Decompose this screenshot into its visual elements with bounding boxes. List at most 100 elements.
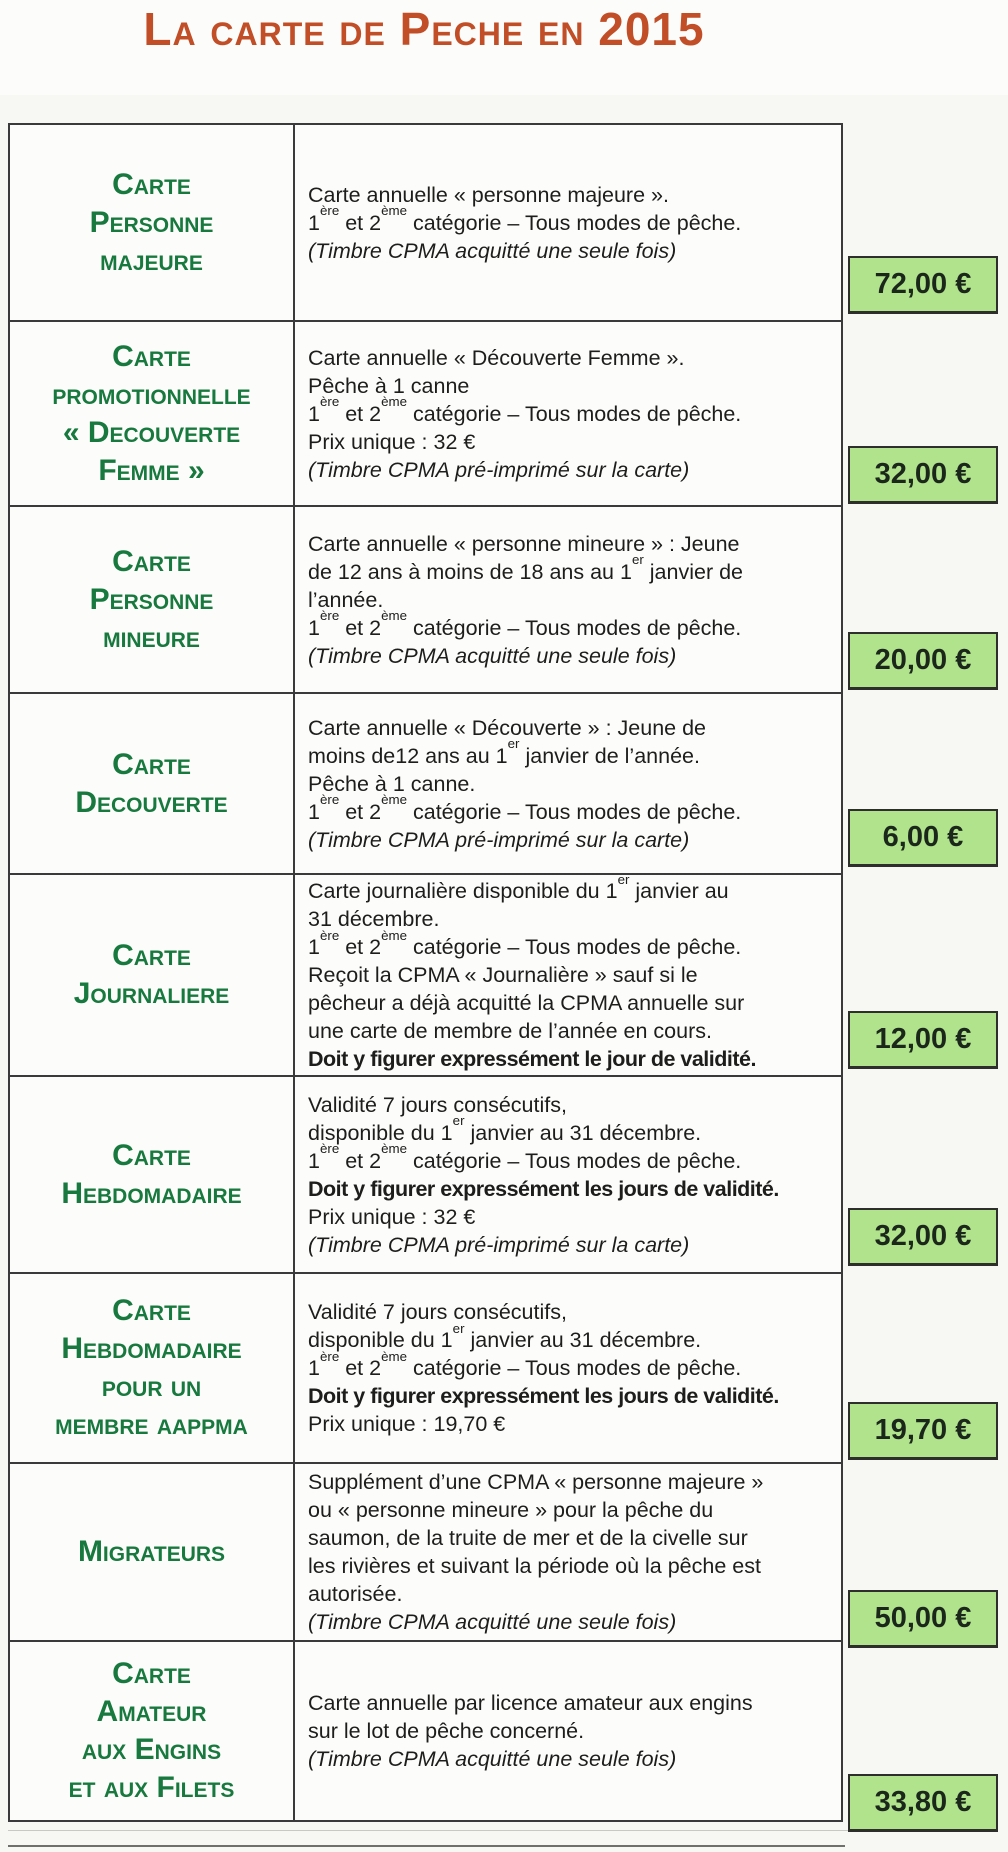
price-badge: 19,70 € <box>848 1402 998 1460</box>
scan-artifact-line <box>8 1830 998 1831</box>
price-badge: 32,00 € <box>848 446 998 504</box>
card-name-line: aux Engins <box>81 1733 222 1766</box>
card-description-cell: Carte annuelle « personne mineure » : Je… <box>295 507 841 692</box>
card-description-line: sur le lot de pêche concerné. <box>308 1719 585 1743</box>
card-description-line: Carte journalière disponible du 1er janv… <box>308 871 729 903</box>
card-name-cell: Carte Personne majeure <box>10 125 295 320</box>
card-description-cell: Carte annuelle « Découverte Femme ». Pêch… <box>295 322 841 505</box>
card-description-line: Reçoit la CPMA « Journalière » sauf si l… <box>308 963 698 987</box>
card-name-line: Carte <box>112 167 191 201</box>
card-description-cell: Supplément d’une CPMA « personne majeure… <box>295 1464 841 1640</box>
card-name-line: Carte <box>112 339 191 373</box>
card-name-line: Personne <box>89 582 214 616</box>
card-name-cell: Carte Hebdomadaire <box>10 1077 295 1272</box>
table-row: Carte Amateur aux Engins et aux Filets Carte… <box>10 1640 998 1832</box>
card-name-line: Personne <box>89 205 214 239</box>
card-name-line: mineure <box>103 620 200 654</box>
card-description-cell: Carte journalière disponible du 1er janv… <box>295 871 841 1075</box>
card-name-line: membre aappma <box>55 1408 248 1441</box>
card-name-line: Hebdomadaire <box>61 1332 242 1365</box>
card-description-line: disponible du 1er janvier au 31 décembre… <box>308 1320 702 1352</box>
card-description-line: moins de12 ans au 1er janvier de l’année… <box>308 736 700 768</box>
card-name-cell: Carte Amateur aux Engins et aux Filets <box>10 1642 295 1820</box>
card-name-cell: Carte Personne mineure <box>10 507 295 692</box>
card-description-line: disponible du 1er janvier au 31 décembre… <box>308 1113 702 1145</box>
card-description-line: Carte annuelle « personne mineure » : Je… <box>308 531 740 556</box>
price-badge: 72,00 € <box>848 256 998 314</box>
card-description-line: l’année. <box>308 587 384 612</box>
card-description-cell: Carte annuelle par licence amateur aux e… <box>295 1642 841 1820</box>
card-name-line: Journaliere <box>73 977 230 1010</box>
card-name-line: Carte <box>112 747 191 781</box>
card-description-cell: Carte annuelle « personne majeure ». 1ère… <box>295 125 841 320</box>
price-badge: 6,00 € <box>848 809 998 867</box>
price-badge: 33,80 € <box>848 1774 998 1832</box>
card-name-line: pour un <box>101 1370 202 1403</box>
card-description-line: 1ère et 2ème catégorie – Tous modes de p… <box>308 927 742 959</box>
card-description-line: (Timbre CPMA pré-imprimé sur la carte) <box>308 1232 690 1257</box>
card-description-line: 1ère et 2ème catégorie – Tous modes de p… <box>308 203 742 235</box>
card-description-line: (Timbre CPMA acquitté une seule fois) <box>308 1610 677 1634</box>
card-description-line: (Timbre CPMA acquitté une seule fois) <box>308 238 677 263</box>
page-title: La carte de Peche en 2015 <box>143 3 705 55</box>
price-table: Carte Personne majeure Carte annuelle « per… <box>8 123 998 1832</box>
table-row: Carte Decouverte Carte annuelle « Découver… <box>10 692 998 873</box>
card-description-line: 1ère et 2ème catégorie – Tous modes de p… <box>308 792 742 824</box>
card-description-line: 1ère et 2ème catégorie – Tous modes de p… <box>308 394 742 426</box>
card-description-line: Doit y figurer expressément les jours de… <box>308 1384 779 1408</box>
card-name-cell: Migrateurs <box>10 1464 295 1640</box>
card-name-line: majeure <box>100 243 203 277</box>
card-name-line: Carte <box>112 1294 191 1327</box>
card-description-line: 1ère et 2ème catégorie – Tous modes de p… <box>308 1348 742 1380</box>
price-badge: 20,00 € <box>848 632 998 690</box>
price-badge: 50,00 € <box>848 1590 998 1648</box>
card-name-line: Carte <box>112 1657 191 1690</box>
card-description-line: Doit y figurer expressément le jour de v… <box>308 1047 756 1071</box>
card-description-line: Carte annuelle « personne majeure ». <box>308 182 669 207</box>
card-name-cell: Carte promotionnelle « Decouverte Femme » <box>10 322 295 505</box>
price-badge: 12,00 € <box>848 1011 998 1069</box>
card-description-line: ou « personne mineure » pour la pêche du <box>308 1498 714 1522</box>
card-name-line: Migrateurs <box>77 1535 226 1568</box>
card-name-line: Hebdomadaire <box>61 1176 242 1210</box>
card-description-line: (Timbre CPMA pré-imprimé sur la carte) <box>308 457 690 482</box>
table-row: Carte Hebdomadaire Validité 7 jours conséc… <box>10 1075 998 1272</box>
card-description-line: les rivières et suivant la période où la… <box>308 1554 761 1578</box>
card-description-line: autorisée. <box>308 1582 403 1606</box>
card-description-line: Prix unique : 19,70 € <box>308 1412 506 1436</box>
card-description-line: Supplément d’une CPMA « personne majeure… <box>308 1470 764 1494</box>
card-name-line: « Decouverte <box>62 415 241 449</box>
card-description-line: 1ère et 2ème catégorie – Tous modes de p… <box>308 1141 742 1173</box>
table-bottom-edge-line <box>8 1845 845 1847</box>
card-name-cell: Carte Hebdomadaire pour un membre aappma <box>10 1274 295 1462</box>
card-description-line: (Timbre CPMA acquitté une seule fois) <box>308 1747 677 1771</box>
card-description-line: de 12 ans à moins de 18 ans au 1er janvi… <box>308 552 743 584</box>
price-badge: 32,00 € <box>848 1208 998 1266</box>
card-description-line: Carte annuelle par licence amateur aux e… <box>308 1691 753 1715</box>
card-description-line: Carte annuelle « Découverte » : Jeune de <box>308 715 707 740</box>
card-description-line: Validité 7 jours consécutifs, <box>308 1300 567 1324</box>
card-description-line: 31 décembre. <box>308 907 440 931</box>
table-row: Carte promotionnelle « Decouverte Femme » Ca… <box>10 320 998 505</box>
card-name-line: Carte <box>112 544 191 578</box>
card-description-line: saumon, de la truite de mer et de la civ… <box>308 1526 748 1550</box>
card-name-line: Femme » <box>98 453 205 487</box>
card-description-cell: Validité 7 jours consécutifs, disponible … <box>295 1274 841 1462</box>
card-description-cell: Validité 7 jours consécutifs, disponible … <box>295 1077 841 1272</box>
table-row: Carte Journaliere Carte journalière dispon… <box>10 871 998 1075</box>
table-row: Migrateurs Supplément d’une CPMA « person… <box>10 1462 998 1648</box>
table-row: Carte Hebdomadaire pour un membre aappma Val… <box>10 1272 998 1462</box>
card-description-line: Carte annuelle « Découverte Femme ». <box>308 345 685 370</box>
card-name-cell: Carte Journaliere <box>10 875 295 1075</box>
card-description-line: Pêche à 1 canne. <box>308 771 476 796</box>
card-name-line: Decouverte <box>75 785 228 819</box>
card-description-line: une carte de membre de l’année en cours. <box>308 1019 712 1043</box>
card-name-line: promotionnelle <box>52 377 251 411</box>
table-row: Carte Personne majeure Carte annuelle « per… <box>10 125 998 320</box>
card-description-line: Doit y figurer expressément les jours de… <box>308 1176 779 1201</box>
card-name-line: et aux Filets <box>68 1771 235 1804</box>
card-description-line: (Timbre CPMA acquitté une seule fois) <box>308 643 677 668</box>
card-description-line: Prix unique : 32 € <box>308 429 476 454</box>
table-row: Carte Personne mineure Carte annuelle « per… <box>10 505 998 692</box>
card-description-line: 1ère et 2ème catégorie – Tous modes de p… <box>308 608 742 640</box>
